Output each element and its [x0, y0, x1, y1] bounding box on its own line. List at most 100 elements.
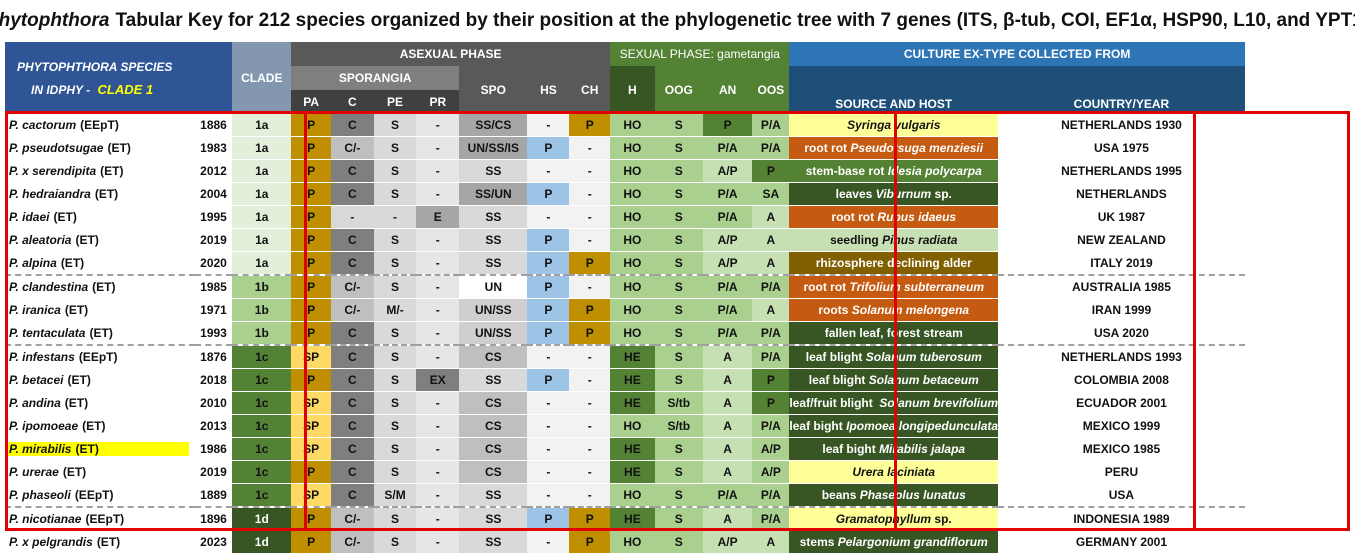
cell-source-host: seedling Pinus radiata	[789, 228, 999, 252]
cell-yr: 1993	[194, 321, 233, 346]
cell-ch: P	[569, 530, 611, 554]
source-part: seedling	[830, 233, 883, 247]
source-part: Pseudotsuga menziesii	[850, 141, 984, 155]
cell-source-host: leaf bight Ipomoea longipedunculata	[789, 414, 999, 438]
cell-c: C	[331, 345, 374, 369]
header-an: AN	[702, 66, 753, 114]
cell-pa: SP	[291, 345, 332, 369]
cell-ch: -	[569, 483, 611, 508]
cell-pr: -	[416, 136, 460, 160]
cell-spo: UN	[459, 275, 528, 299]
cell-pr: -	[416, 345, 460, 369]
cell-oog: S	[654, 228, 703, 252]
cell-oos: A	[752, 205, 790, 229]
cell-pr: -	[416, 507, 460, 531]
cell-yr: 1889	[194, 483, 233, 508]
cell-pe: S	[373, 275, 417, 299]
cell-species: P. alpina (ET)	[5, 251, 195, 276]
cell-pr: EX	[416, 368, 460, 392]
source-part: leaf blight	[808, 373, 869, 387]
cell-clade: 1b	[232, 298, 292, 322]
cell-h: HO	[610, 483, 655, 508]
header-c: C	[331, 90, 374, 114]
header-oos: OOS	[752, 66, 790, 114]
cell-an: A	[702, 368, 753, 392]
cell-c: C/-	[331, 530, 374, 554]
table-row: P. infestans (EEpT) 1876 1c SP C S - CS - - HE S A P/A…	[5, 345, 1355, 369]
cell-an: A/P	[702, 530, 753, 554]
cell-spo: UN/SS	[459, 298, 528, 322]
cell-ch: P	[569, 114, 611, 137]
cell-yr: 1986	[194, 437, 233, 461]
cell-clade: 1a	[232, 136, 292, 160]
source-part: Pelargonium grandiflorum	[837, 535, 988, 549]
cell-ch: P	[569, 507, 611, 531]
species-name: P. aleatoria	[9, 233, 72, 247]
cell-oog: S	[654, 437, 703, 461]
cell-yr: 2019	[194, 460, 233, 484]
cell-oos: P	[752, 368, 790, 392]
cell-oos: P/A	[752, 414, 790, 438]
table-row: P. ipomoeae (ET) 2013 1c SP C S - CS - - HO S/tb A P/A…	[5, 414, 1355, 438]
table-row: P. clandestina (ET) 1985 1b P C/- S - UN P - HO S P/A…	[5, 275, 1355, 299]
cell-country: IRAN 1999	[998, 298, 1245, 322]
cell-an: A	[702, 345, 753, 369]
cell-species: P. andina (ET)	[5, 391, 195, 415]
cell-oog: S	[654, 136, 703, 160]
cell-pe: S	[373, 136, 417, 160]
cell-hs: P	[527, 136, 570, 160]
cell-pa: P	[291, 368, 332, 392]
cell-hs: P	[527, 251, 570, 276]
cell-yr: 2004	[194, 182, 233, 206]
cell-country: COLOMBIA 2008	[998, 368, 1245, 392]
table-row: P. x pelgrandis (ET) 2023 1d P C/- S - SS - P HO S A/…	[5, 530, 1355, 554]
cell-pa: P	[291, 205, 332, 229]
cell-h: HE	[610, 368, 655, 392]
cell-source-host: stems Pelargonium grandiflorum	[789, 530, 999, 554]
cell-pe: S	[373, 414, 417, 438]
source-part: leaf blight	[805, 350, 866, 364]
source-part: Urera laciniata	[852, 465, 936, 479]
cell-c: C	[331, 321, 374, 346]
species-name: P. pseudotsugae	[9, 141, 104, 155]
cell-pr: -	[416, 414, 460, 438]
cell-ch: -	[569, 182, 611, 206]
cell-oos: A/P	[752, 460, 790, 484]
cell-pr: E	[416, 205, 460, 229]
cell-spo: SS	[459, 205, 528, 229]
cell-h: HO	[610, 530, 655, 554]
table-body: P. cactorum (EEpT) 1886 1a P C S - SS/CS - P HO S P P/…	[5, 114, 1355, 554]
cell-an: A/P	[702, 159, 753, 183]
cell-hs: P	[527, 228, 570, 252]
cell-species: P. urerae (ET)	[5, 460, 195, 484]
cell-source-host: leaf blight Solanum tuberosum	[789, 345, 999, 369]
cell-h: HE	[610, 437, 655, 461]
cell-hs: -	[527, 530, 570, 554]
table-row: P. mirabilis (ET) 1986 1c SP C S - CS - - HE S A A/P le…	[5, 437, 1355, 461]
cell-oog: S	[654, 507, 703, 531]
cell-spo: SS	[459, 251, 528, 276]
cell-pa: P	[291, 507, 332, 531]
cell-hs: -	[527, 483, 570, 508]
cell-oos: P/A	[752, 345, 790, 369]
cell-country: USA 2020	[998, 321, 1245, 346]
cell-h: HO	[610, 182, 655, 206]
cell-pr: -	[416, 460, 460, 484]
cell-spo: SS	[459, 507, 528, 531]
cell-hs: -	[527, 460, 570, 484]
cell-species: P. x pelgrandis (ET)	[5, 530, 195, 554]
species-code: (EEpT)	[74, 488, 114, 502]
cell-c: C	[331, 251, 374, 276]
cell-yr: 2013	[194, 414, 233, 438]
cell-source-host: Gramatophyllum sp.	[789, 507, 999, 531]
cell-spo: SS	[459, 483, 528, 508]
cell-country: NEW ZEALAND	[998, 228, 1245, 252]
cell-yr: 1985	[194, 275, 233, 299]
cell-yr: 2023	[194, 530, 233, 554]
cell-clade: 1b	[232, 321, 292, 346]
cell-pa: SP	[291, 437, 332, 461]
header-oog: OOG	[654, 66, 703, 114]
cell-h: HO	[610, 159, 655, 183]
